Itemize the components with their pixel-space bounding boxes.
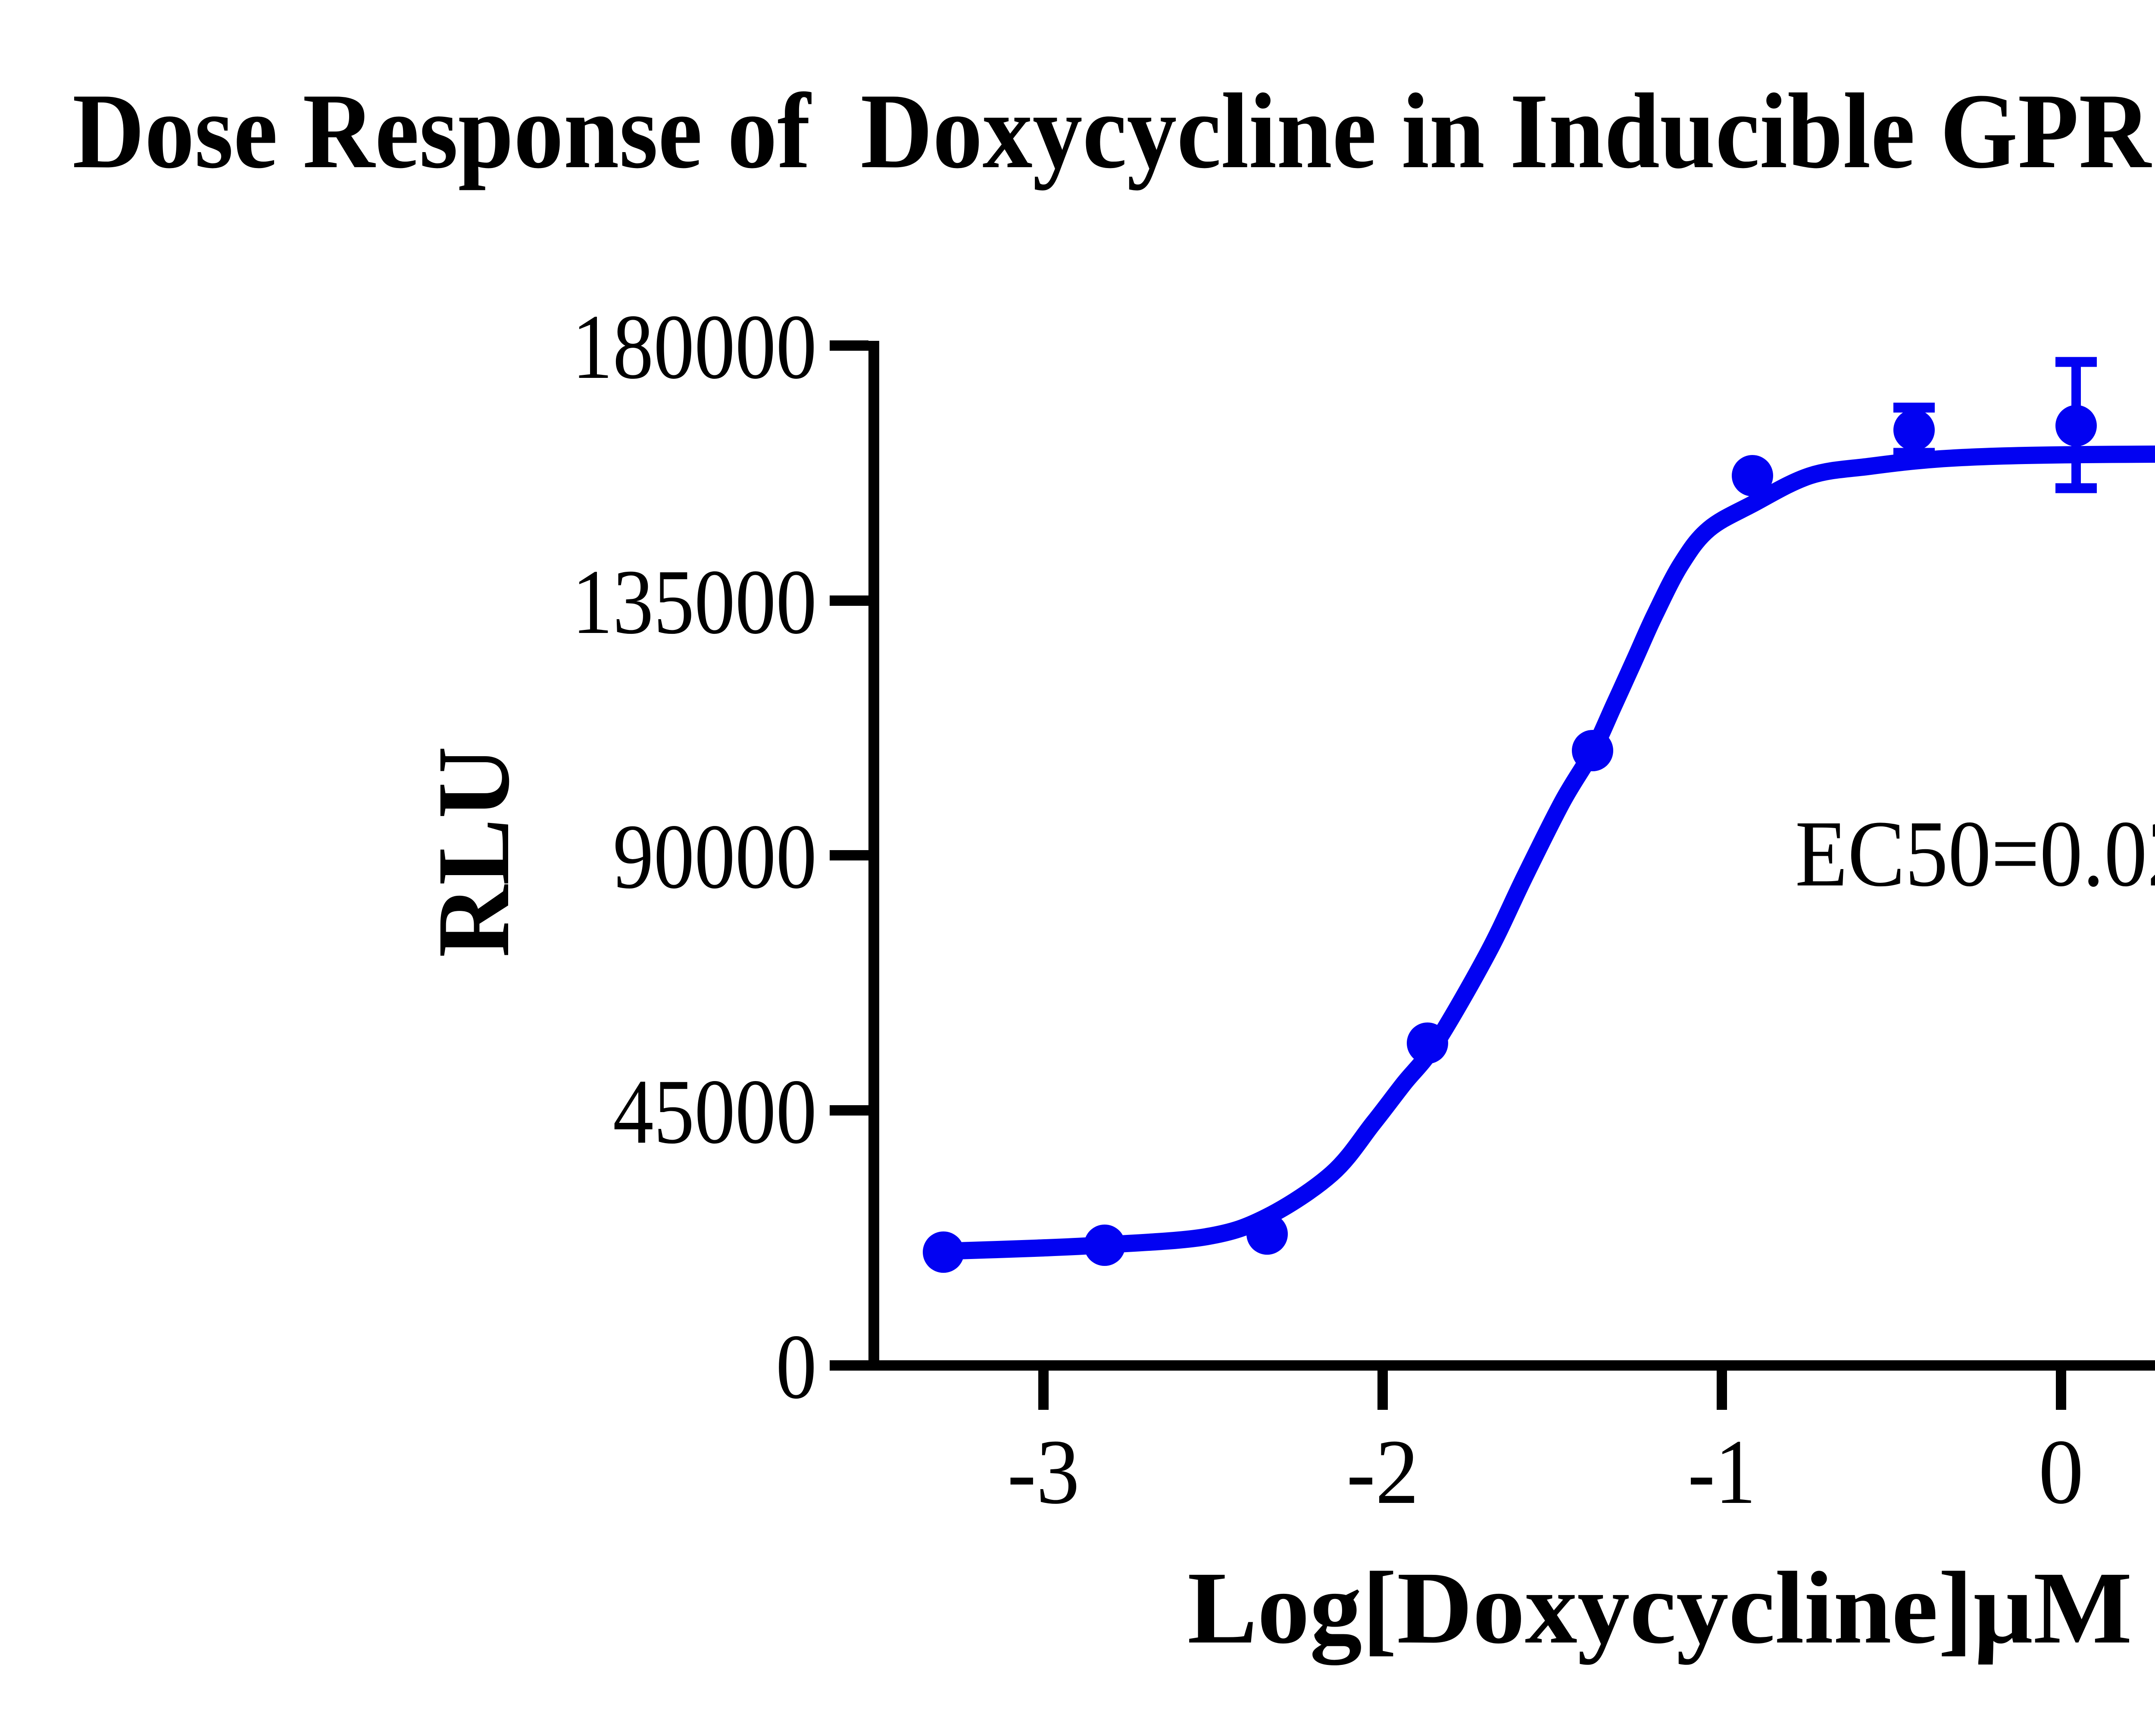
svg-text:Log[Doxycycline]µM: Log[Doxycycline]µM	[1187, 1550, 2132, 1665]
svg-text:0: 0	[2039, 1420, 2084, 1523]
svg-text:Dose Response of Doxycycline: Dose Response of Doxycycline in Inducibl…	[72, 72, 2155, 191]
svg-text:-1: -1	[1688, 1420, 1756, 1523]
svg-text:-3: -3	[1007, 1420, 1080, 1523]
svg-text:180000: 180000	[572, 295, 817, 398]
svg-text:45000: 45000	[613, 1060, 817, 1163]
svg-text:135000: 135000	[572, 550, 817, 653]
svg-text:90000: 90000	[613, 805, 817, 908]
svg-text:-2: -2	[1346, 1420, 1419, 1523]
svg-text:EC50=0.028µM: EC50=0.028µM	[1795, 801, 2155, 906]
svg-text:RLU: RLU	[416, 746, 531, 957]
svg-text:0: 0	[776, 1315, 817, 1418]
